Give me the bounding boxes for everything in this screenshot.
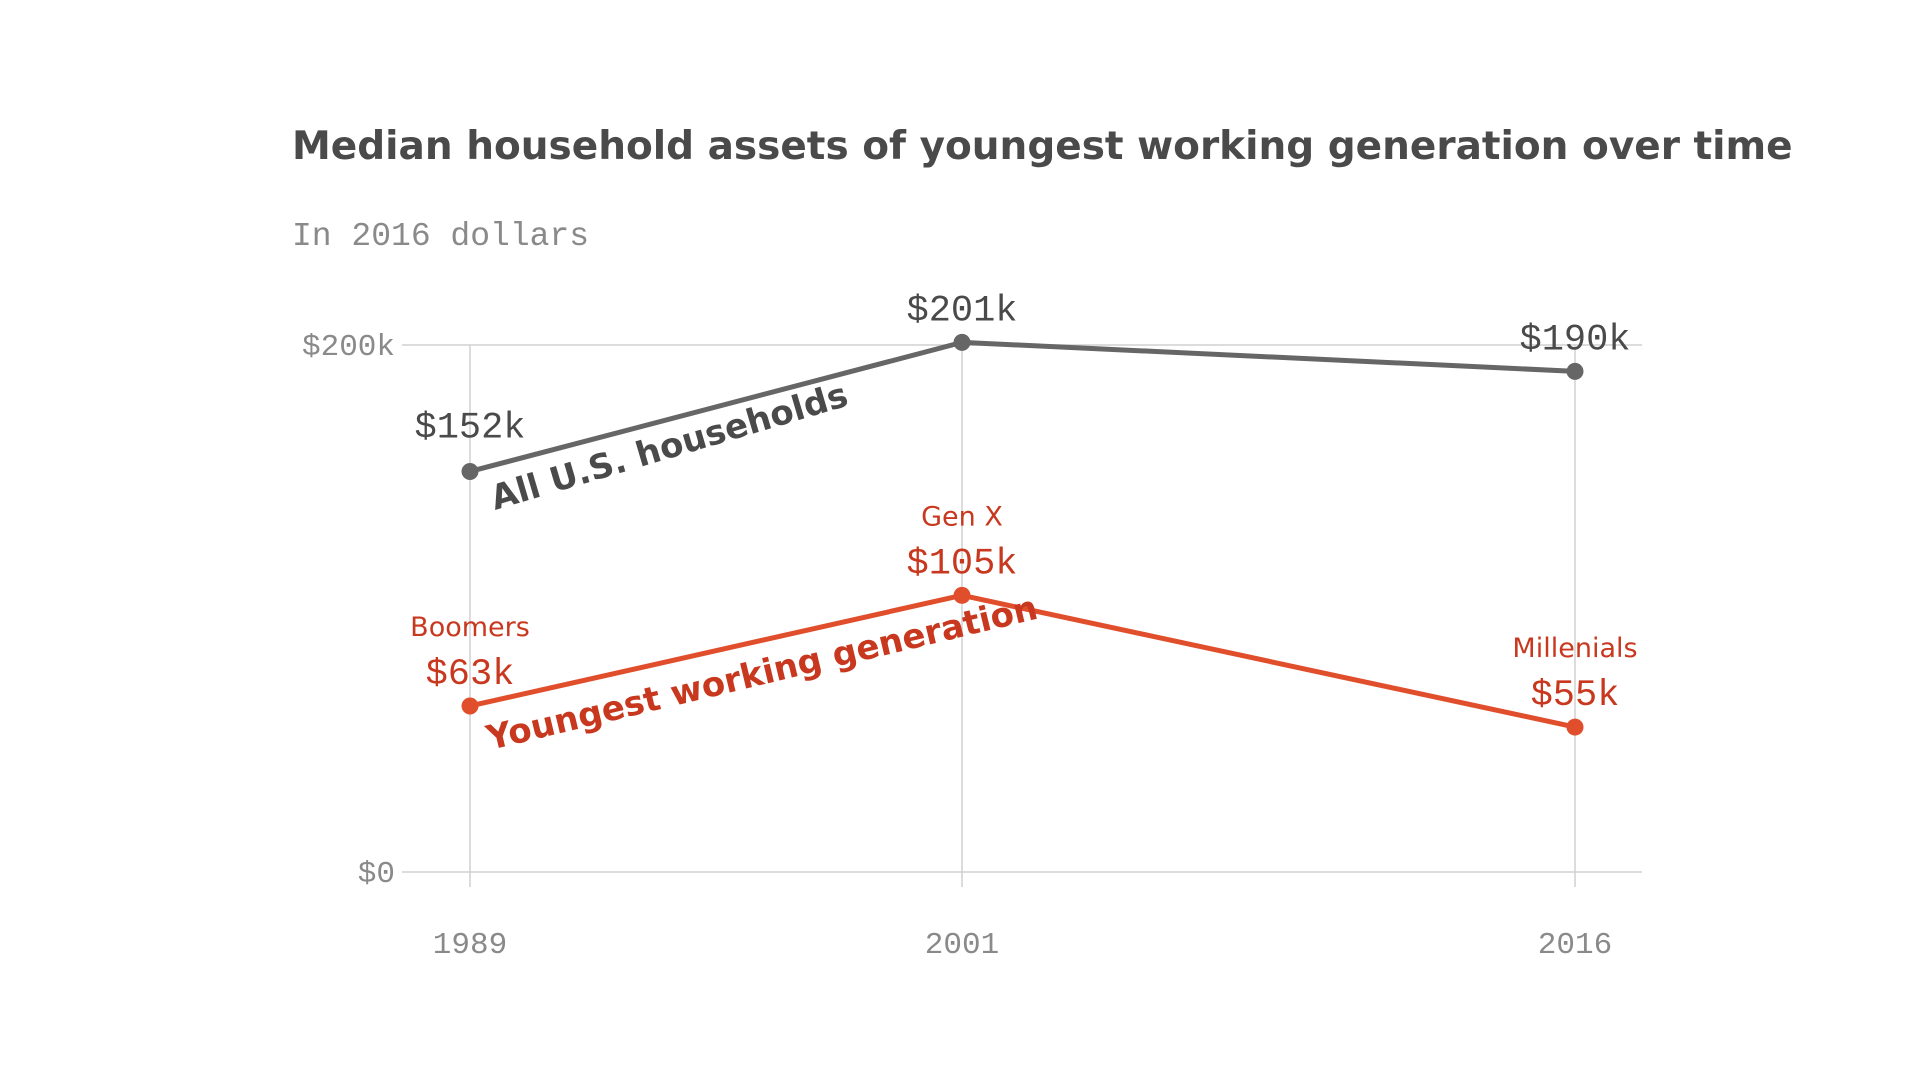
data-label: $63k	[426, 654, 515, 696]
grid	[402, 344, 1642, 887]
generation-label: Millenials	[1512, 633, 1637, 664]
data-label: $190k	[1519, 319, 1630, 361]
series-name-label: Youngest working generation	[482, 588, 1042, 759]
generation-label: Gen X	[921, 501, 1003, 532]
chart-title: Median household assets of youngest work…	[292, 124, 1793, 169]
data-label: $55k	[1531, 675, 1620, 717]
data-point	[1566, 362, 1584, 380]
data-point	[461, 697, 479, 715]
generation-label: Boomers	[410, 612, 530, 643]
x-tick-label: 2016	[1538, 928, 1612, 963]
data-point	[461, 462, 479, 480]
x-tick-label: 2001	[925, 928, 999, 963]
series: $152k $201k $190k All U.S. households $63k Bo…	[410, 290, 1637, 759]
chart-subtitle: In 2016 dollars	[292, 218, 589, 255]
x-tick-label: 1989	[433, 928, 507, 963]
data-point	[953, 333, 971, 351]
series-name-label: All U.S. households	[486, 375, 852, 518]
data-label: $201k	[906, 290, 1017, 332]
data-label: $152k	[414, 407, 525, 449]
data-point	[1566, 718, 1584, 736]
axes: $0 $200k 1989 2001 2016	[302, 330, 1612, 963]
y-tick-label: $0	[358, 857, 395, 892]
data-point	[953, 586, 971, 604]
data-label: $105k	[906, 543, 1017, 585]
y-tick-label: $200k	[302, 330, 395, 365]
